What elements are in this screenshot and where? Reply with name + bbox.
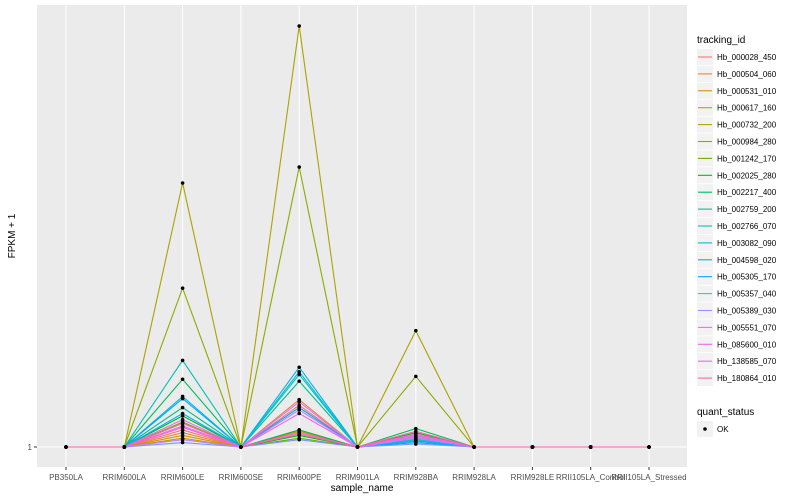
legend-label: Hb_085600_010 (717, 340, 777, 349)
data-point (64, 445, 68, 449)
legend-label: Hb_002766_070 (717, 222, 777, 231)
data-point (297, 165, 302, 169)
legend-label: Hb_004598_020 (717, 256, 777, 265)
legend-label: Hb_000028_450 (717, 53, 777, 62)
x-axis-ticks: PB350LA RRIM600LA RRIM600LE RRIM600SE RRIM60… (49, 467, 687, 482)
legend-label: Hb_138585_070 (717, 357, 777, 366)
legend-label: Hb_005551_070 (717, 323, 777, 332)
legend-label: Hb_002759_200 (717, 205, 777, 214)
data-point (180, 417, 185, 422)
data-point (180, 437, 185, 442)
data-point (180, 428, 185, 432)
data-point (180, 181, 185, 185)
data-point (414, 432, 418, 436)
x-tick-label: RRIM901LA (336, 473, 380, 482)
data-point (239, 445, 243, 449)
x-axis-title: sample_name (331, 483, 394, 494)
grid-lines (37, 5, 687, 467)
data-point (530, 445, 535, 449)
x-tick-label: RRIM600PE (277, 473, 321, 482)
data-point (297, 24, 302, 28)
data-point (588, 445, 593, 449)
x-tick-label: RRIM928BA (394, 473, 439, 482)
data-point (297, 369, 302, 374)
data-point (180, 411, 185, 416)
legend-label: Hb_180864_010 (717, 374, 777, 383)
data-point (355, 445, 360, 449)
legend-label: Hb_002025_280 (717, 171, 777, 180)
legend-label: Hb_002217_400 (717, 188, 777, 197)
y-tick-label: 1 (28, 443, 33, 452)
data-point (297, 400, 302, 404)
legend-label: Hb_001242_170 (717, 154, 777, 163)
y-axis-title: FPKM + 1 (7, 213, 18, 258)
legend-label: Hb_000984_280 (717, 138, 777, 147)
y-axis-ticks: 1 (28, 443, 37, 452)
data-point (297, 372, 302, 377)
legend-items: Hb_000028_450 Hb_000504_060 Hb_000531_010 H… (697, 49, 777, 387)
data-point (122, 445, 127, 449)
legend: tracking_id Hb_000028_450Hb_000504_060Hb… (697, 35, 777, 437)
legend-label: Hb_000504_060 (717, 70, 777, 79)
legend-label: Hb_005389_030 (717, 307, 777, 316)
x-tick-label: RRIM600LE (161, 473, 205, 482)
shape-legend-items: OK (697, 421, 729, 437)
legend-label: Hb_000531_010 (717, 87, 777, 96)
data-point (180, 405, 185, 410)
data-point (180, 430, 185, 435)
data-point (297, 437, 302, 442)
x-tick-label: PB350LA (49, 473, 83, 482)
legend-label: Hb_003082_090 (717, 239, 777, 248)
x-tick-label: RRII105LA_Stressed (611, 473, 686, 482)
x-tick-label: RRII105LA_Control (556, 473, 626, 482)
shape-legend-label: OK (717, 425, 729, 434)
data-point (180, 433, 185, 438)
data-point (297, 365, 302, 370)
data-point (414, 442, 418, 446)
data-point (297, 428, 302, 432)
legend-label: Hb_005357_040 (717, 290, 777, 299)
data-point (472, 445, 476, 449)
data-point (180, 396, 185, 401)
legend-label: Hb_005305_170 (717, 273, 777, 282)
data-point (180, 440, 185, 445)
x-tick-label: RRIM600LA (103, 473, 147, 482)
x-tick-label: RRIM928LE (511, 473, 555, 482)
data-point (297, 379, 302, 383)
legend-title: tracking_id (697, 35, 745, 46)
shape-legend-title: quant_status (697, 407, 754, 418)
data-point (180, 358, 185, 363)
data-point (180, 286, 185, 290)
legend-label: Hb_000732_200 (717, 121, 777, 130)
x-tick-label: RRIM928LA (452, 473, 496, 482)
plot-panel (37, 5, 687, 467)
data-point (180, 425, 185, 430)
data-point (414, 328, 418, 333)
data-point (414, 426, 418, 431)
x-tick-label: RRIM600SE (219, 473, 263, 482)
data-point (297, 432, 302, 436)
legend-label: Hb_000617_160 (717, 104, 777, 113)
data-point (180, 377, 185, 382)
data-point (647, 445, 651, 449)
data-point (414, 429, 418, 434)
data-points (64, 24, 651, 449)
data-point (180, 421, 185, 426)
data-point (297, 408, 302, 412)
shape-legend-swatch (703, 427, 707, 431)
data-point (414, 374, 418, 379)
data-point (297, 411, 302, 416)
